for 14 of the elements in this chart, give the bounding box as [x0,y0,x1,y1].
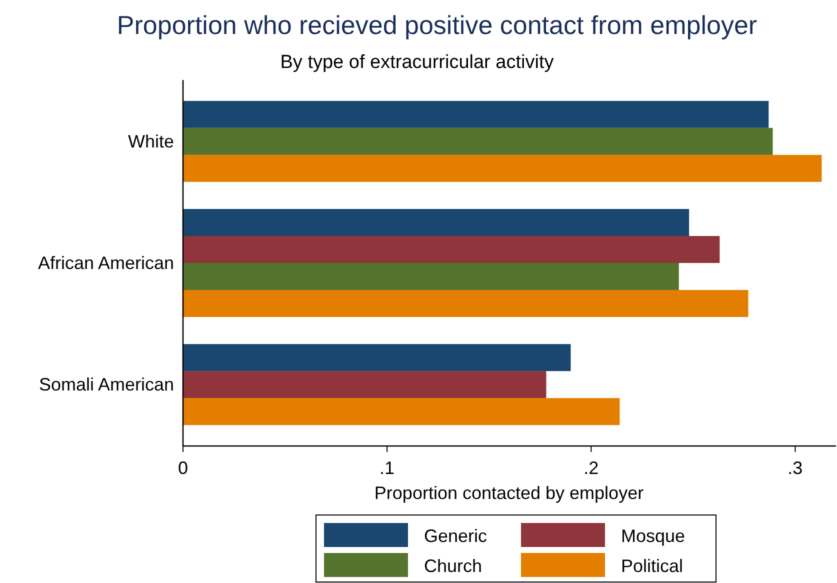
x-tick-label: 0 [178,458,188,478]
y-tick-label: White [128,131,174,152]
chart-subtitle: By type of extracurricular activity [280,52,554,73]
y-tick-label: Somali American [38,374,174,395]
x-tick-label: .2 [584,458,599,478]
chart-title: Proportion who recieved positive contact from employer [116,10,758,40]
legend-label: Church [424,556,482,576]
x-axis-title: Proportion contacted by employer [374,483,644,503]
legend-label: Mosque [621,526,686,546]
x-tick-label: .3 [788,458,803,478]
x-tick-label: .1 [380,458,395,478]
legend-label: Political [621,556,684,576]
legend-label: Generic [424,526,488,546]
y-tick-label: African American [38,253,174,273]
